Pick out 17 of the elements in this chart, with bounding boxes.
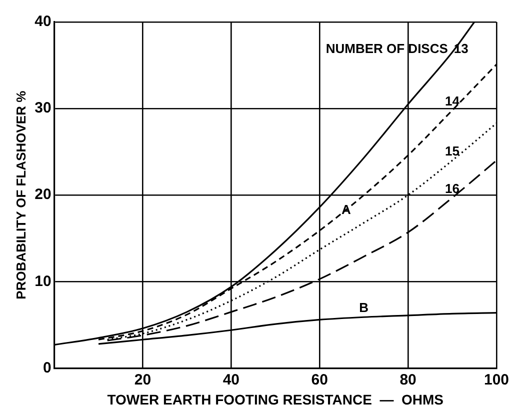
y-tick-label: 30 [34,100,52,117]
y-tick-label: 0 [42,359,52,376]
y-axis-title: PROBABILITY OF FLASHOVER % [13,90,28,300]
legend-title: NUMBER OF DISCS [326,41,448,56]
x-tick-label: 20 [134,371,152,388]
series-label: 14 [445,93,460,108]
y-tick-label: 10 [34,272,52,290]
y-tick-label: 40 [34,13,52,30]
x-axis-title: TOWER EARTH FOOTING RESISTANCE — OHMS [107,391,444,408]
series-label: 15 [445,144,460,159]
x-tick-label: 60 [311,371,328,388]
series-label: 16 [445,180,460,196]
x-tick-label: 40 [222,371,240,388]
y-tick-label: 20 [34,186,52,204]
x-tick-label: 80 [400,371,416,388]
x-tick-label: 100 [484,371,509,388]
series-label: B [359,300,369,316]
